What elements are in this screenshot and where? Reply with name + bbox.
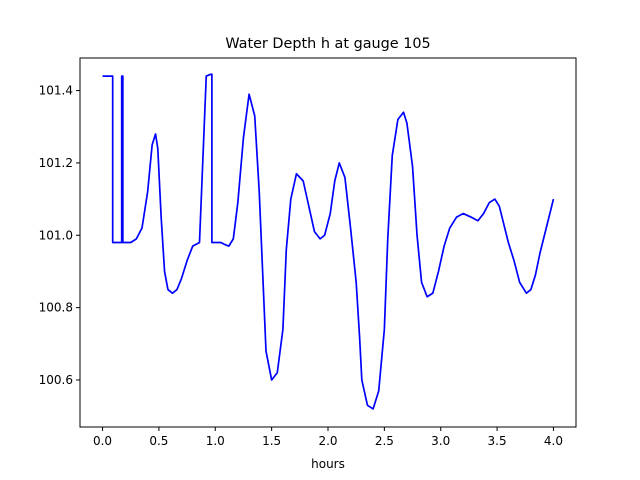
x-tick-label: 4.0 xyxy=(544,434,563,448)
y-tick-label: 101.0 xyxy=(39,228,73,242)
y-tick-label: 101.4 xyxy=(39,84,73,98)
x-axis-label: hours xyxy=(311,457,345,471)
y-axis: 100.6 100.8 101.0 101.2 101.4 xyxy=(39,84,80,387)
x-tick-label: 0.5 xyxy=(149,434,168,448)
x-tick-label: 3.0 xyxy=(431,434,450,448)
y-tick-label: 101.2 xyxy=(39,156,73,170)
x-axis: 0.0 0.5 1.0 1.5 2.0 2.5 3.0 3.5 4.0 xyxy=(93,427,563,448)
x-tick-label: 2.0 xyxy=(318,434,337,448)
x-tick-label: 3.5 xyxy=(488,434,507,448)
y-tick-label: 100.8 xyxy=(39,301,73,315)
series-line-0 xyxy=(102,73,555,410)
x-tick-label: 1.5 xyxy=(262,434,281,448)
chart-title: Water Depth h at gauge 105 xyxy=(225,36,430,52)
x-tick-label: 2.5 xyxy=(375,434,394,448)
y-tick-label: 100.6 xyxy=(39,373,73,387)
x-tick-label: 1.0 xyxy=(206,434,225,448)
x-tick-label: 0.0 xyxy=(93,434,112,448)
plot-area xyxy=(102,73,555,410)
